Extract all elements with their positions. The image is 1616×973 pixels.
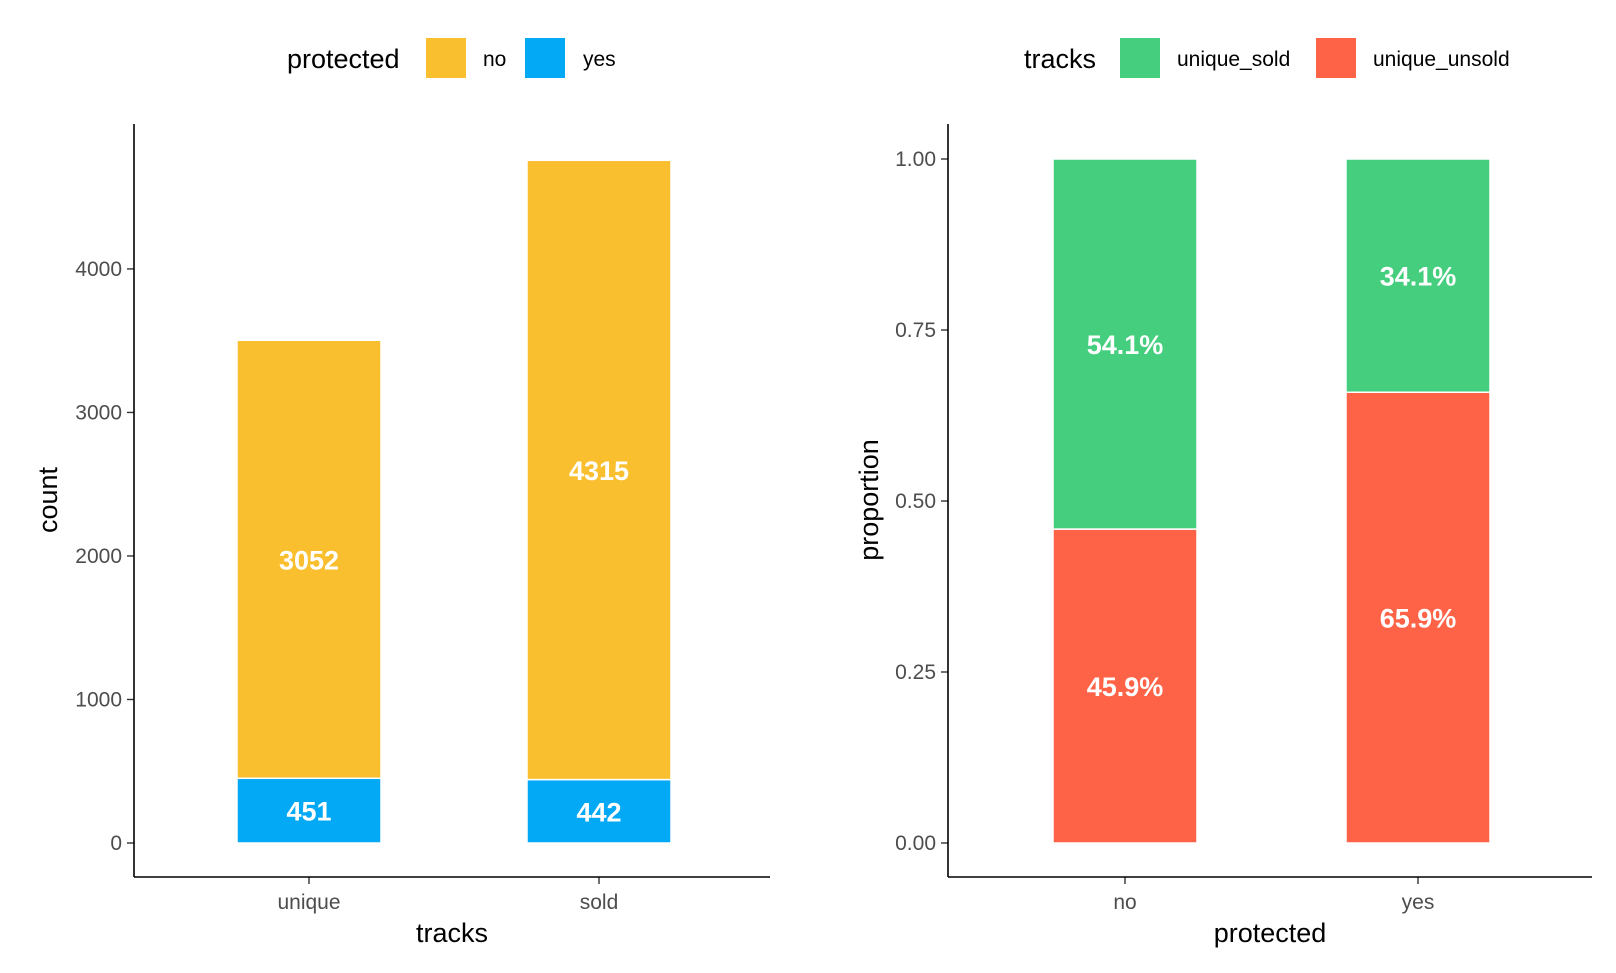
bar-segment-yes-unique	[236, 777, 382, 844]
y-axis-title: count	[33, 466, 63, 533]
y-tick-label: 0	[110, 832, 122, 855]
legend-title: protected	[287, 44, 400, 74]
legend-title: tracks	[1024, 44, 1096, 74]
x-axis-title: protected	[1214, 918, 1327, 948]
plot-area: 0.00 0.25 0.50 0.75 1.00 no yes 45.9% 54.1% 65.9%…	[895, 148, 1491, 914]
data-label: 65.9%	[1380, 604, 1457, 634]
bar-segment-unique-unsold-no	[1052, 528, 1198, 844]
x-tick-label: no	[1113, 891, 1136, 914]
y-tick-label: 1000	[75, 688, 122, 711]
data-label: 45.9%	[1087, 672, 1164, 702]
y-tick-label: 0.75	[895, 319, 936, 342]
legend-label-yes: yes	[583, 48, 616, 71]
data-label: 3052	[279, 545, 339, 575]
count-chart-panel: protected no yes 0 1000 2000 3000 4000 unique…	[33, 38, 770, 948]
legend-swatch-no	[426, 38, 466, 78]
proportion-chart-panel: tracks unique_sold unique_unsold 0.00 0.2…	[854, 38, 1592, 948]
data-label: 442	[576, 797, 621, 827]
y-tick-label: 3000	[75, 401, 122, 424]
plot-area: 0 1000 2000 3000 4000 unique sold 451 3052 442 431…	[75, 159, 672, 914]
bar-segment-unique-unsold-yes	[1345, 391, 1491, 844]
data-label: 4315	[569, 456, 629, 486]
bar-segment-unique-sold-no	[1052, 158, 1198, 530]
bar-segment-unique-sold-yes	[1345, 158, 1491, 393]
y-tick-label: 4000	[75, 258, 122, 281]
legend-label-no: no	[483, 48, 506, 71]
legend: tracks unique_sold unique_unsold	[1024, 38, 1510, 78]
x-axis-title: tracks	[416, 918, 488, 948]
legend-label-unique-unsold: unique_unsold	[1373, 48, 1510, 71]
x-tick-label: yes	[1402, 891, 1435, 914]
legend-swatch-unique-unsold	[1316, 38, 1356, 78]
bar-segment-yes-sold	[526, 778, 672, 844]
data-label: 54.1%	[1087, 330, 1164, 360]
y-tick-label: 0.25	[895, 661, 936, 684]
y-tick-label: 2000	[75, 545, 122, 568]
y-tick-label: 0.50	[895, 490, 936, 513]
legend-swatch-unique-sold	[1120, 38, 1160, 78]
y-tick-label: 1.00	[895, 148, 936, 171]
y-tick-label: 0.00	[895, 832, 936, 855]
y-axis-title: proportion	[854, 439, 884, 561]
legend-swatch-yes	[525, 38, 565, 78]
bar-segment-no-sold	[526, 159, 672, 781]
legend: protected no yes	[287, 38, 616, 78]
data-label: 451	[286, 797, 331, 827]
x-tick-label: unique	[277, 891, 340, 914]
legend-label-unique-sold: unique_sold	[1177, 48, 1290, 71]
x-tick-label: sold	[580, 891, 619, 914]
bar-segment-no-unique	[236, 339, 382, 780]
data-label: 34.1%	[1380, 262, 1457, 292]
